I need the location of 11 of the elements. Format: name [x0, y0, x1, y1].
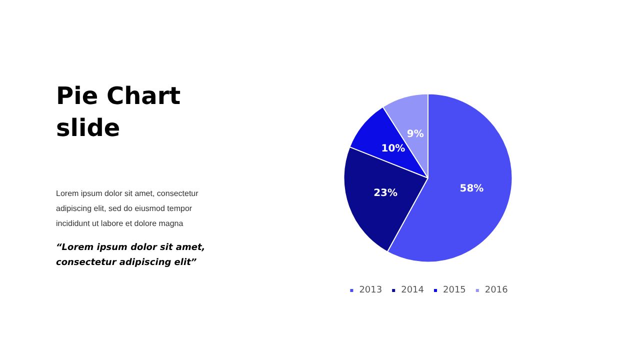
data-label: 10%: [381, 144, 406, 155]
legend-label: 2015: [443, 286, 466, 296]
legend-label: 2016: [484, 286, 508, 296]
text: “Lorem ipsum dolor sit amet, consectetur adipiscing elit”: [56, 242, 206, 270]
data-label: 9%: [406, 129, 424, 140]
legend-label: 2013: [359, 286, 382, 296]
text: Lorem ipsum dolor sit amet, consectetur adipiscing elit, sed do eiusmod tempor incididunt ut labore et dolore magna: [56, 188, 200, 230]
data-label: 23%: [374, 188, 398, 199]
legend-label: 2014: [401, 286, 424, 296]
text: Pie Chart slide: [56, 81, 182, 144]
data-label: 58%: [460, 184, 484, 195]
